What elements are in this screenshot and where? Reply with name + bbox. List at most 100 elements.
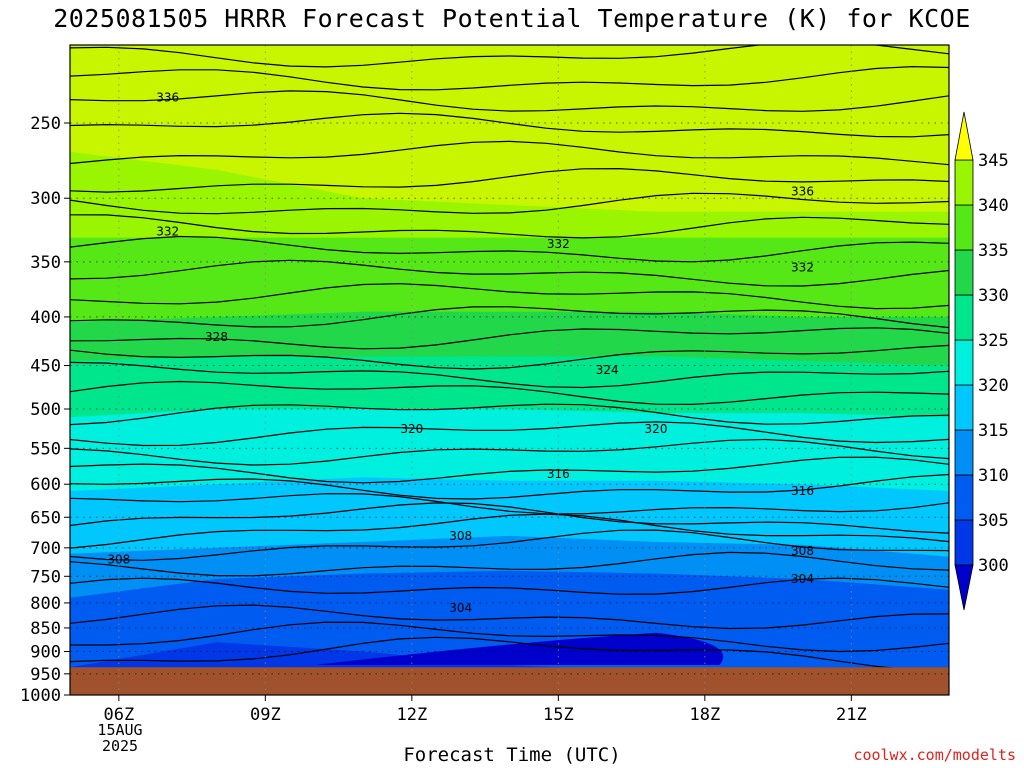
colorbar-upper-arrow bbox=[954, 111, 974, 161]
contour-line bbox=[70, 112, 949, 138]
colorbar-label: 300 bbox=[978, 556, 1009, 576]
start-date-label: 15AUG 2025 bbox=[90, 722, 150, 754]
x-axis-title: Forecast Time (UTC) bbox=[403, 744, 621, 766]
contour-label: 320 bbox=[645, 422, 668, 436]
contour-label: 316 bbox=[791, 484, 814, 498]
x-tick-label: 09Z bbox=[250, 705, 281, 725]
colorbar-segment bbox=[954, 339, 974, 386]
y-tick-label: 850 bbox=[30, 619, 61, 639]
contour-label: 304 bbox=[791, 572, 814, 586]
y-tick-label: 950 bbox=[30, 665, 61, 685]
colorbar-label: 310 bbox=[978, 466, 1009, 486]
y-tick-label: 700 bbox=[30, 539, 61, 559]
contour-line bbox=[70, 421, 949, 447]
plot-frame bbox=[69, 44, 950, 696]
contour-line bbox=[70, 235, 949, 263]
contour-label: 332 bbox=[791, 261, 814, 275]
contour-line bbox=[70, 577, 949, 595]
x-tick-label: 12Z bbox=[396, 705, 427, 725]
start-date-year: 2025 bbox=[101, 737, 139, 755]
y-tick-label: 600 bbox=[30, 475, 61, 495]
contour-line bbox=[70, 513, 949, 549]
colorbar-label: 345 bbox=[978, 151, 1009, 171]
colorbar-label: 305 bbox=[978, 511, 1009, 531]
contour-label: 308 bbox=[449, 529, 472, 543]
ground-fill bbox=[70, 667, 949, 695]
colorbar-segment bbox=[954, 519, 974, 566]
y-tick-label: 500 bbox=[30, 400, 61, 420]
contour-line bbox=[70, 529, 949, 561]
y-tick-label: 1000 bbox=[20, 686, 61, 706]
contour-line bbox=[70, 551, 949, 577]
contour-line bbox=[70, 306, 949, 329]
y-tick-label: 300 bbox=[30, 189, 61, 209]
start-date-day: 15AUG bbox=[97, 721, 143, 739]
y-tick-label: 800 bbox=[30, 594, 61, 614]
color-fill-bands bbox=[70, 45, 949, 695]
contour-line bbox=[70, 259, 949, 287]
contour-line bbox=[70, 636, 949, 672]
x-tick-label: 15Z bbox=[543, 705, 574, 725]
contour-label: 304 bbox=[449, 601, 472, 615]
contour-label: 324 bbox=[596, 363, 619, 377]
contour-line bbox=[70, 621, 949, 653]
x-axis: 06Z 09Z 12Z 15Z 18Z 21Z bbox=[103, 695, 867, 725]
contour-line bbox=[70, 140, 949, 166]
contour-label: 336 bbox=[156, 90, 179, 104]
contour-line bbox=[70, 438, 949, 466]
contour-line bbox=[70, 65, 949, 91]
contour-label: 308 bbox=[791, 544, 814, 558]
contour-line bbox=[70, 327, 949, 350]
contour-label: 316 bbox=[547, 467, 570, 481]
contour-lines bbox=[70, 45, 949, 672]
contour-line bbox=[70, 502, 949, 534]
x-tick-label: 06Z bbox=[103, 705, 134, 725]
chart-title: 2025081505 HRRR Forecast Potential Tempe… bbox=[53, 4, 971, 33]
contour-label: 332 bbox=[156, 224, 179, 238]
colorbar-segment bbox=[954, 294, 974, 341]
contour-line bbox=[70, 361, 949, 389]
colorbar-lower-arrow bbox=[954, 564, 974, 611]
contour-line bbox=[70, 344, 949, 370]
contour-line bbox=[70, 167, 949, 193]
contour-line bbox=[70, 192, 949, 215]
contour-line bbox=[70, 90, 949, 112]
colorbar-segment bbox=[954, 204, 974, 251]
colorbar-segment bbox=[954, 159, 974, 206]
colorbar-segment bbox=[954, 429, 974, 476]
contour-line bbox=[70, 214, 949, 239]
contour-label: 332 bbox=[547, 237, 570, 251]
contour-line bbox=[70, 456, 949, 484]
below-ground-mask bbox=[70, 667, 949, 695]
contour-line bbox=[70, 45, 949, 68]
contour-line bbox=[70, 493, 949, 515]
y-tick-label: 400 bbox=[30, 308, 61, 328]
y-tick-label: 750 bbox=[30, 567, 61, 587]
y-tick-label: 350 bbox=[30, 253, 61, 273]
contour-label: 328 bbox=[205, 330, 228, 344]
colorbar: 300 305 310 315 320 325 330 335 340 345 bbox=[954, 111, 1009, 611]
contour-line bbox=[70, 604, 949, 630]
y-tick-label: 250 bbox=[30, 114, 61, 134]
colorbar-segment bbox=[954, 249, 974, 296]
y-tick-label: 650 bbox=[30, 508, 61, 528]
colorbar-label: 320 bbox=[978, 376, 1009, 396]
colorbar-label: 340 bbox=[978, 196, 1009, 216]
x-tick-label: 18Z bbox=[689, 705, 720, 725]
y-tick-label: 550 bbox=[30, 439, 61, 459]
x-tick-label: 21Z bbox=[836, 705, 867, 725]
colorbar-label: 325 bbox=[978, 331, 1009, 351]
credit-link[interactable]: coolwx.com/modelts bbox=[853, 746, 1016, 764]
cold-pocket bbox=[314, 632, 724, 666]
colorbar-label: 315 bbox=[978, 421, 1009, 441]
colorbar-label: 330 bbox=[978, 286, 1009, 306]
contour-line bbox=[70, 473, 949, 500]
contour-line bbox=[70, 283, 949, 310]
y-tick-label: 900 bbox=[30, 643, 61, 663]
contour-line bbox=[70, 380, 949, 406]
colorbar-segment bbox=[954, 384, 974, 431]
contour-label: 308 bbox=[107, 552, 130, 566]
contour-label: 336 bbox=[791, 184, 814, 198]
contour-line bbox=[70, 403, 949, 426]
